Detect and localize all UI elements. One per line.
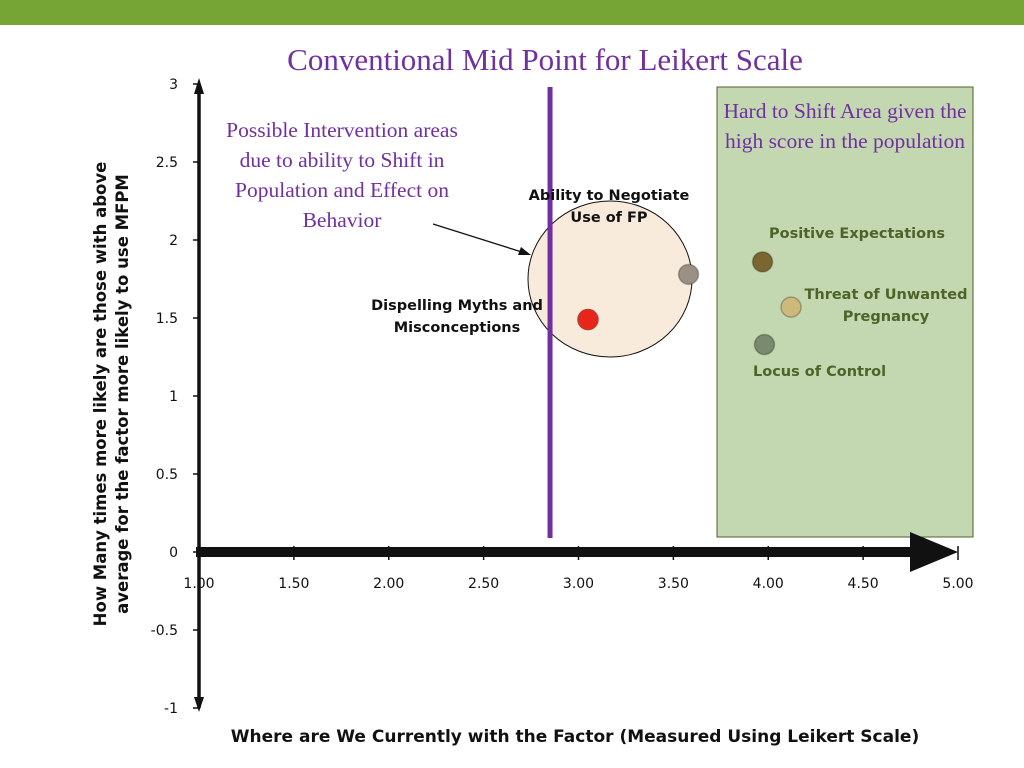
y-tick-label: 2 xyxy=(169,233,178,249)
y-tick-label: 3 xyxy=(169,77,178,93)
point-label-dispelling-myths: Dispelling Myths and Misconceptions xyxy=(371,298,543,336)
point-label-locus-of-control: Locus of Control xyxy=(753,364,887,380)
data-point xyxy=(753,333,776,356)
x-tick-label: 3.50 xyxy=(658,576,689,592)
y-tick-label: 0 xyxy=(169,545,178,561)
x-tick-label: 4.00 xyxy=(753,576,784,592)
y-tick-label: 1 xyxy=(169,389,178,405)
x-tick-label: 5.00 xyxy=(942,576,973,592)
data-point xyxy=(577,308,599,331)
hard-to-shift-area xyxy=(716,86,974,538)
y-tick-label: 0.5 xyxy=(156,467,178,483)
x-axis-label: Where are We Currently with the Factor (… xyxy=(230,727,920,747)
annotation-arrow-head xyxy=(518,247,531,255)
y-axis-label: How Many times more likely are those wit… xyxy=(91,161,132,627)
y-axis-arrow-top xyxy=(194,78,204,94)
point-label-ability-to-negotiate: Ability to Negotiate Use of FP xyxy=(528,188,690,226)
x-tick-label: 1.50 xyxy=(278,576,309,592)
x-tick-label: 3.00 xyxy=(563,576,594,592)
hard-to-shift-annotation: Hard to Shift Area given the high score … xyxy=(723,99,967,153)
point-label-positive-expectations: Positive Expectations xyxy=(769,226,946,242)
chart-title: Conventional Mid Point for Leikert Scale xyxy=(287,42,803,77)
data-point xyxy=(780,296,802,318)
top-bar xyxy=(0,0,1024,25)
x-tick-label: 1.00 xyxy=(183,576,214,592)
intervention-annotation: Possible Intervention areas due to abili… xyxy=(226,118,458,232)
y-tick-label: -0.5 xyxy=(151,623,178,639)
x-tick-label: 2.50 xyxy=(468,576,499,592)
x-tick-label: 4.50 xyxy=(848,576,879,592)
data-point xyxy=(751,251,774,273)
y-tick-label: -1 xyxy=(164,701,178,717)
annotation-arrow xyxy=(432,223,526,254)
x-axis-arrow xyxy=(910,532,958,572)
y-tick-label: 2.5 xyxy=(156,155,178,171)
data-point xyxy=(677,263,700,286)
x-tick-label: 2.00 xyxy=(373,576,404,592)
y-tick-label: 1.5 xyxy=(156,311,178,327)
y-axis-arrow-bottom xyxy=(194,697,204,712)
point-label-threat-of-unwanted-pregnancy: Threat of Unwanted Pregnancy xyxy=(804,287,968,325)
